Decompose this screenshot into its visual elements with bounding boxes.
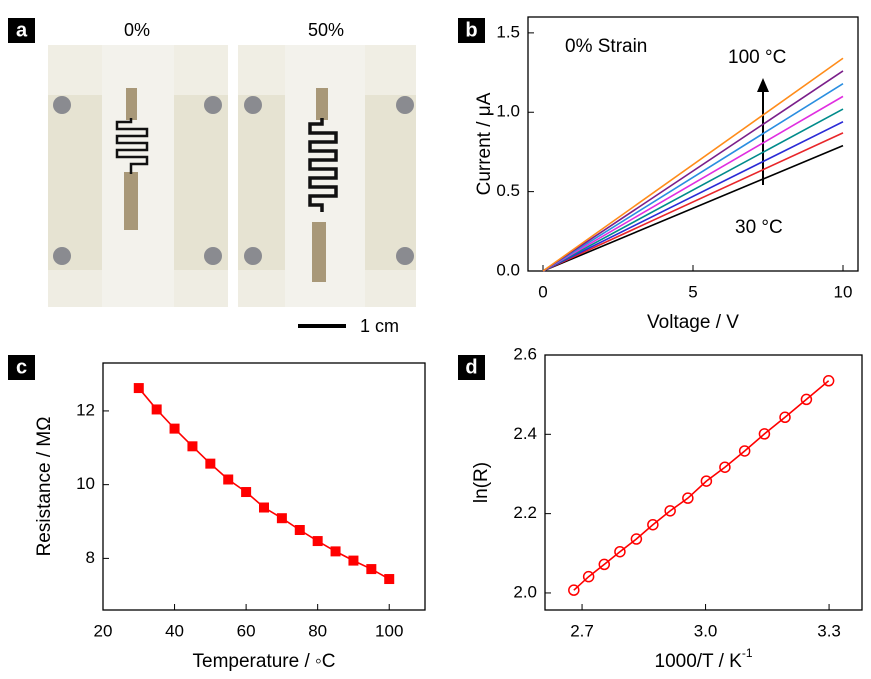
data-point <box>366 564 377 575</box>
series-line <box>542 95 844 272</box>
series-line <box>542 70 844 272</box>
y-tick-label: 12 <box>76 400 95 419</box>
data-point <box>647 518 659 531</box>
y-tick-label: 0.5 <box>496 181 520 200</box>
data-point <box>719 461 731 473</box>
plot-frame <box>102 362 426 611</box>
data-point <box>630 533 643 545</box>
panel-label-box <box>8 18 35 43</box>
x-axis-title-main: 1000/T / K <box>655 651 743 672</box>
data-point <box>568 584 580 596</box>
data-point <box>664 505 676 517</box>
series-line <box>542 144 844 272</box>
y-axis-title: Current / μA <box>474 92 495 195</box>
x-tick-label: 20 <box>94 621 113 640</box>
data-point <box>598 558 611 571</box>
annotation: 100 °C <box>728 47 786 68</box>
x-tick-label: 0 <box>538 282 547 301</box>
data-point <box>738 445 751 457</box>
data-point <box>187 441 198 452</box>
y-axis-title: ln(R) <box>471 462 492 503</box>
panel-label: c <box>16 356 27 378</box>
annotation: 0% Strain <box>565 36 647 57</box>
series-line <box>573 380 830 591</box>
data-point <box>758 428 771 440</box>
data-point <box>614 545 626 558</box>
series-line <box>542 57 844 272</box>
x-tick-label: 80 <box>308 621 327 640</box>
series-line <box>542 121 844 272</box>
panel-label: d <box>465 356 477 378</box>
x-axis-title-main: Temperature / ◦C <box>193 651 336 672</box>
x-axis-title-main: Voltage / V <box>647 312 739 333</box>
x-axis-title: Temperature / ◦C <box>193 651 336 672</box>
y-tick-label: 0.0 <box>496 260 520 279</box>
data-point <box>205 458 216 469</box>
y-axis-title: Resistance / MΩ <box>34 417 55 557</box>
annotation: 30 °C <box>735 217 783 238</box>
x-axis-title-superscript: -1 <box>742 646 753 660</box>
y-tick-label: 8 <box>86 548 95 567</box>
data-point <box>330 546 341 557</box>
data-point <box>151 404 162 415</box>
photo <box>238 45 416 307</box>
series-line <box>138 387 390 580</box>
data-point <box>223 474 234 485</box>
y-tick-label: 2.6 <box>513 344 537 363</box>
data-point <box>133 383 144 394</box>
x-tick-label: 100 <box>375 621 403 640</box>
x-tick-label: 40 <box>165 621 184 640</box>
panel-label: a <box>16 19 28 41</box>
y-tick-label: 2.0 <box>513 582 537 601</box>
scale-bar-label: 1 cm <box>360 316 399 336</box>
data-point <box>800 393 813 406</box>
series-line <box>542 82 844 272</box>
photo-panel: a 0% 50% 1 cm <box>8 18 416 336</box>
data-point <box>682 492 694 504</box>
x-tick-label: 10 <box>834 282 853 301</box>
panel-label-box <box>8 355 35 380</box>
photo <box>48 45 228 307</box>
data-point <box>384 574 395 585</box>
arrow-head <box>757 78 769 92</box>
y-tick-label: 1.5 <box>496 22 520 41</box>
data-point <box>294 525 305 536</box>
data-point <box>259 502 269 513</box>
data-point <box>169 423 180 434</box>
x-tick-label: 60 <box>237 621 256 640</box>
y-tick-label: 10 <box>76 474 95 493</box>
caption: 50% <box>308 20 344 40</box>
y-tick-label: 2.4 <box>513 424 537 443</box>
y-tick-label: 1.0 <box>496 102 520 121</box>
x-tick-label: 5 <box>688 282 697 301</box>
data-point <box>241 487 252 498</box>
y-tick-label: 2.2 <box>513 503 537 522</box>
plot-frame <box>544 354 863 611</box>
data-point <box>582 570 595 583</box>
data-point <box>276 513 287 524</box>
x-axis-title: Voltage / V <box>647 312 739 333</box>
series-line <box>542 108 844 272</box>
data-point <box>700 475 713 487</box>
data-point <box>822 375 835 387</box>
x-axis-title: 1000/T / K-1 <box>655 646 753 672</box>
data-point <box>348 555 359 566</box>
x-tick-label: 2.7 <box>570 621 594 640</box>
x-tick-label: 3.3 <box>817 621 841 640</box>
panel-label: b <box>465 19 477 41</box>
panel-label-box <box>458 18 485 43</box>
x-tick-label: 3.0 <box>694 621 718 640</box>
panel-label-box <box>458 355 485 380</box>
caption: 0% <box>124 20 150 40</box>
data-point <box>779 411 791 424</box>
data-point <box>312 536 323 547</box>
series-line <box>542 132 844 272</box>
